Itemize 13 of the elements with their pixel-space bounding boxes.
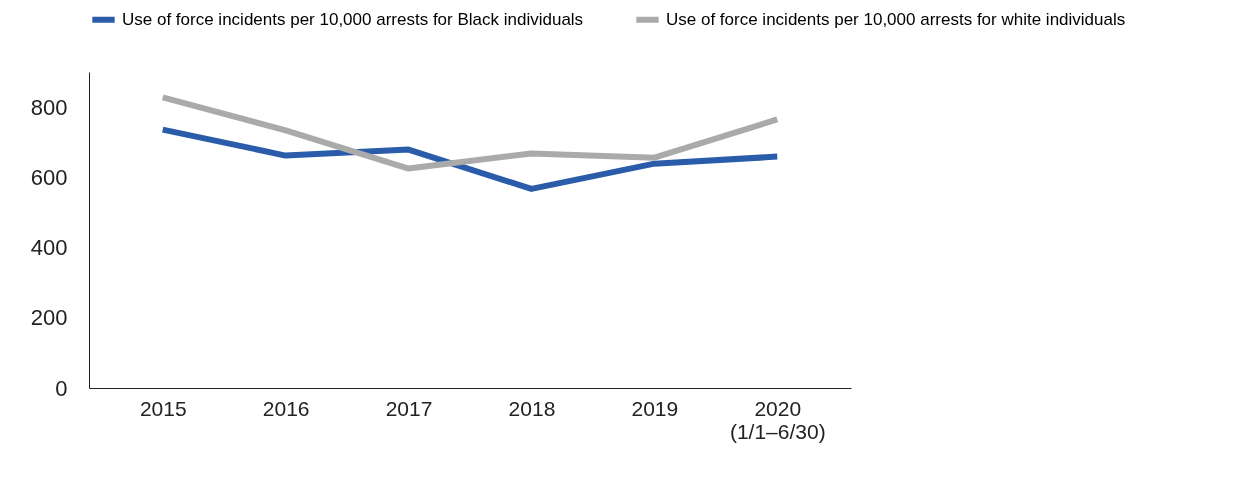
x-tick-label: 2018 bbox=[508, 396, 556, 420]
x-tick-label: 2015 bbox=[139, 396, 187, 420]
y-tick-label: 400 bbox=[30, 235, 68, 261]
x-tick-label: 2016 bbox=[262, 396, 310, 420]
y-tick-label: 0 bbox=[55, 375, 68, 401]
x-tick-label: 2017 bbox=[385, 396, 433, 420]
y-tick-label: 800 bbox=[30, 94, 68, 120]
x-tick-label: 2019 bbox=[631, 396, 679, 420]
legend-label: Use of force incidents per 10,000 arrests for Black individuals bbox=[122, 9, 584, 29]
y-tick-label: 200 bbox=[30, 305, 68, 331]
x-tick-label: 2020 (1/1–6/30) bbox=[729, 396, 826, 443]
y-tick-label: 600 bbox=[30, 164, 68, 190]
legend-label: Use of force incidents per 10,000 arrests for white individuals bbox=[666, 9, 1126, 29]
